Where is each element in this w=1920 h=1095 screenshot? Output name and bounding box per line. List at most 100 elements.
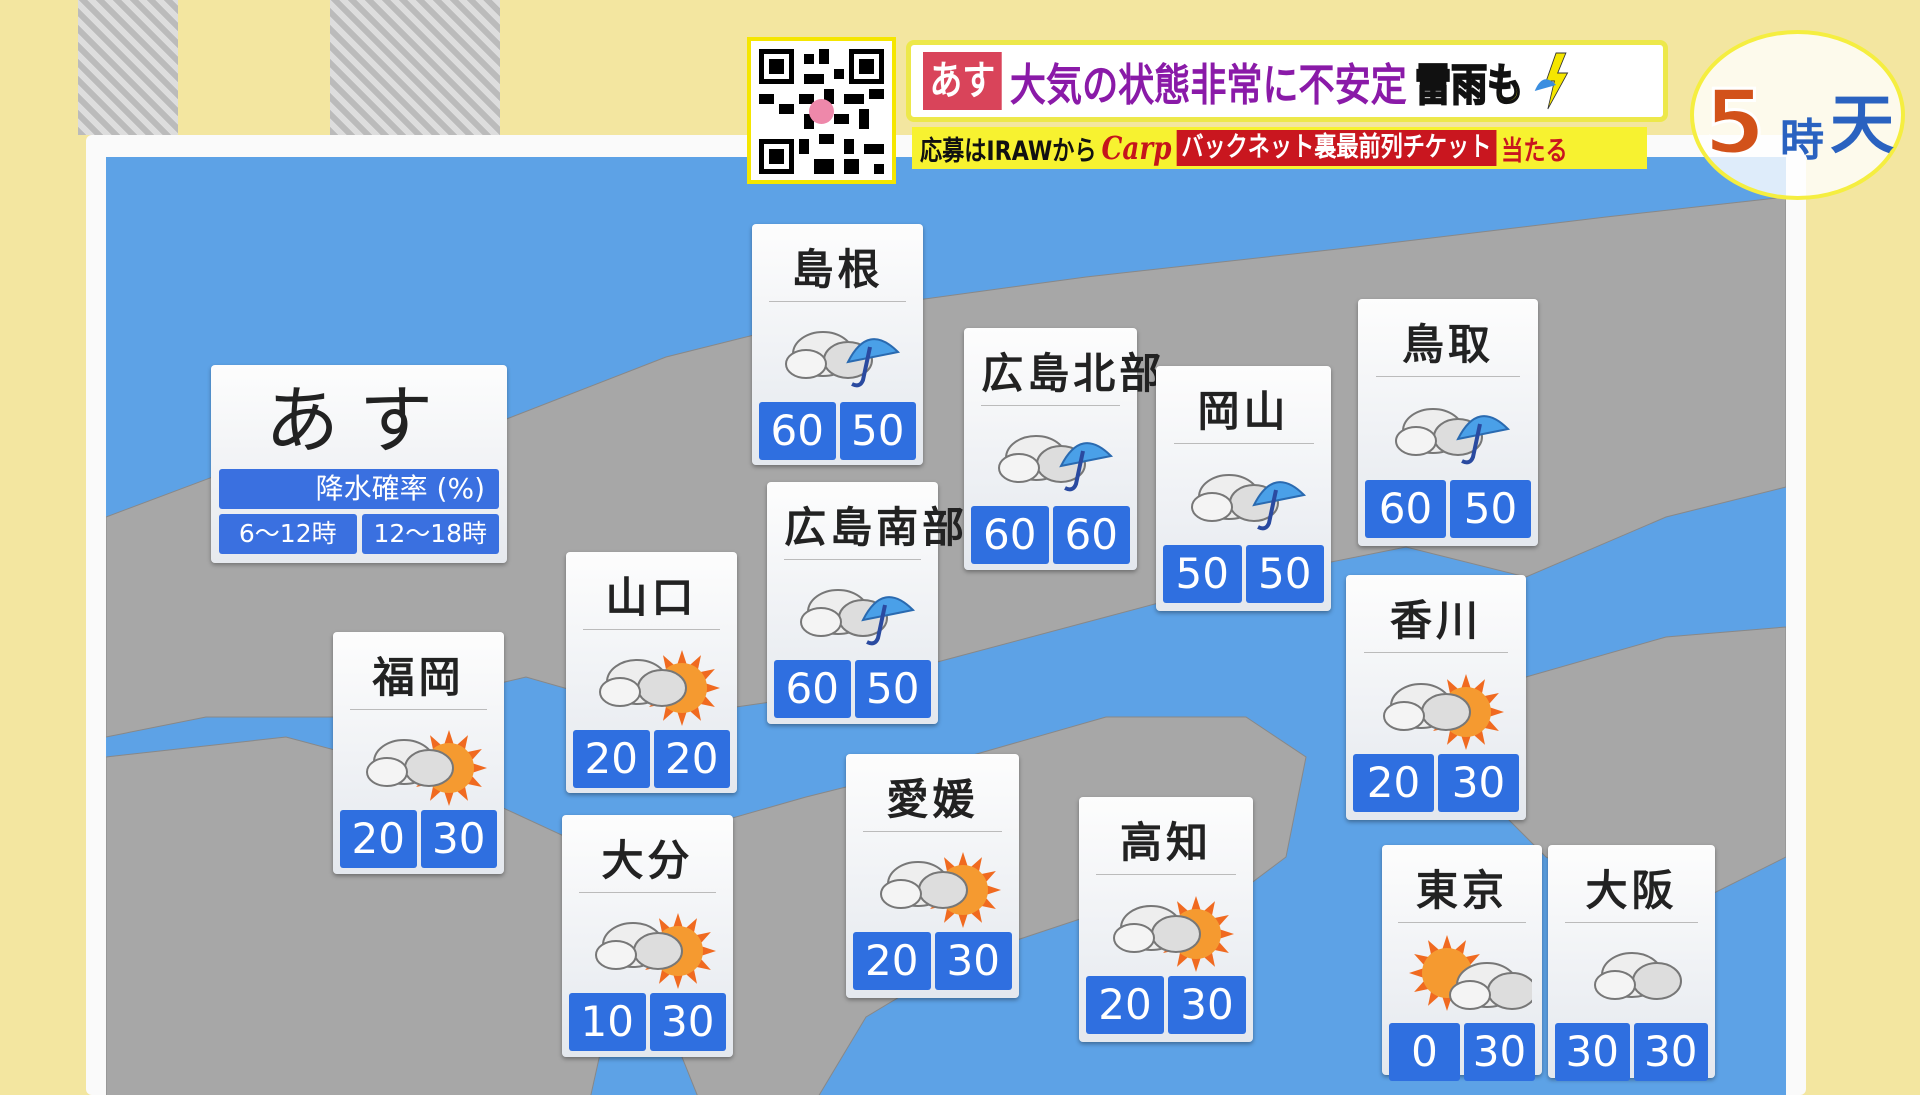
forecast-card: 鳥取 60 50	[1358, 299, 1538, 546]
region-name: 大分	[579, 827, 716, 893]
precip-morning: 20	[1353, 754, 1434, 812]
program-logo: 5 時 天	[1690, 30, 1905, 200]
headline-highlight: 雷雨も	[1414, 59, 1524, 112]
umbrella-icon	[845, 338, 900, 388]
cloud-icon	[598, 659, 687, 707]
region-name: 広島南部	[784, 494, 964, 560]
campaign-prefix: 応募はIRAWから	[920, 135, 1097, 167]
headline-text: 大気の状態非常に不安定	[1009, 60, 1407, 111]
carp-logo: Carp	[1101, 129, 1172, 167]
legend-period: 12〜18時	[361, 514, 499, 554]
cloud-sun-icon	[582, 630, 722, 730]
cloud-rain-icon	[981, 406, 1121, 506]
cloud-rain-icon	[768, 302, 908, 402]
precip-morning: 10	[569, 993, 646, 1051]
precip-morning: 20	[1086, 976, 1164, 1034]
cloud-icon	[594, 922, 683, 970]
region-name: 鳥取	[1376, 311, 1520, 377]
precip-afternoon: 30	[1464, 1023, 1535, 1081]
cloud-sun-icon	[863, 832, 1003, 932]
forecast-card: 香川 20 30	[1346, 575, 1526, 820]
cloud-icon	[784, 331, 873, 379]
region-name: 広島北部	[981, 340, 1161, 406]
logo-five: 5	[1702, 71, 1766, 174]
legend-title: あす	[265, 378, 453, 464]
precip-afternoon: 50	[1450, 480, 1531, 538]
cloud-icon	[879, 861, 968, 909]
forecast-card: 愛媛 20 30	[846, 754, 1019, 998]
precip-afternoon: 30	[649, 993, 726, 1051]
forecast-card: 福岡 20 30	[333, 632, 504, 874]
logo-ji: 時	[1780, 115, 1824, 166]
logo-ten: 天	[1830, 89, 1894, 163]
precip-afternoon: 50	[1245, 545, 1324, 603]
qr-code-image	[759, 49, 884, 174]
precip-morning: 20	[340, 810, 417, 868]
forecast-card: 島根 60 50	[752, 224, 923, 465]
cloud-icon	[365, 739, 454, 787]
cloud-icon	[1190, 473, 1279, 522]
forecast-card: 大阪 30 30	[1548, 845, 1715, 1081]
region-name: 東京	[1398, 857, 1526, 923]
region-name: 山口	[583, 564, 720, 630]
precip-afternoon: 30	[1633, 1023, 1708, 1081]
legend-period: 6〜12時	[219, 514, 357, 554]
cloud-icon	[1113, 904, 1201, 953]
cloud-icon	[799, 589, 888, 637]
cloud-icon	[1383, 682, 1471, 731]
precip-afternoon: 30	[1168, 976, 1246, 1034]
precip-afternoon: 30	[934, 932, 1012, 990]
legend-box: あす 降水確率 (%) 6〜12時 12〜18時	[211, 365, 507, 563]
precip-morning: 60	[759, 402, 836, 460]
cloud-icon	[1593, 952, 1682, 1000]
umbrella-icon	[1251, 480, 1306, 530]
thunder-umbrella-icon	[1534, 52, 1569, 110]
wall-pattern	[330, 0, 500, 135]
weather-map: あす 降水確率 (%) 6〜12時 12〜18時 島根 60 50 広島北部 60 60 岡…	[106, 157, 1786, 1095]
headline-tag: あす	[923, 52, 1002, 110]
forecast-card: 高知 20 30	[1079, 797, 1253, 1042]
region-name: 島根	[769, 236, 906, 302]
forecast-card: 広島北部 60 60	[964, 328, 1161, 570]
precip-morning: 30	[1555, 1023, 1630, 1081]
precip-afternoon: 50	[854, 660, 931, 718]
precip-morning: 60	[1365, 480, 1446, 538]
forecast-card: 山口 20 20	[566, 552, 737, 793]
precip-afternoon: 60	[1052, 506, 1130, 564]
qr-code[interactable]	[747, 37, 896, 184]
precip-afternoon: 30	[1438, 754, 1519, 812]
cloud-sun-icon	[578, 893, 718, 993]
precip-morning: 20	[573, 730, 650, 788]
umbrella-icon	[1058, 442, 1113, 492]
precip-afternoon: 30	[420, 810, 497, 868]
precip-morning: 60	[774, 660, 851, 718]
campaign-highlight: バックネット裏最前列チケット	[1176, 130, 1497, 166]
precip-morning: 20	[853, 932, 931, 990]
forecast-card: 広島南部 60 50	[767, 482, 964, 724]
region-name: 大阪	[1564, 857, 1699, 923]
precip-afternoon: 20	[653, 730, 730, 788]
region-name: 高知	[1096, 809, 1236, 875]
forecast-card: 東京 0 30	[1382, 845, 1542, 1081]
cloud-rain-icon	[1174, 444, 1314, 545]
region-name: 香川	[1364, 587, 1508, 653]
umbrella-icon	[1456, 414, 1511, 464]
region-name: 愛媛	[863, 766, 1002, 832]
forecast-card: 大分 10 30	[562, 815, 733, 1057]
forecast-card: 岡山 50 50	[1156, 366, 1331, 611]
legend-label: 降水確率 (%)	[219, 469, 499, 509]
cloud-rain-icon	[1378, 377, 1518, 480]
campaign-banner: 応募はIRAWから Carp バックネット裏最前列チケット 当たる	[912, 127, 1647, 169]
umbrella-icon	[860, 596, 915, 646]
wall-pattern	[78, 0, 178, 135]
sun-cloud-icon	[1392, 923, 1532, 1023]
headline-banner: あす 大気の状態非常に不安定 雷雨も	[906, 40, 1668, 122]
cloud-sun-icon	[349, 710, 489, 810]
precip-morning: 60	[971, 506, 1049, 564]
weather-board: あす 降水確率 (%) 6〜12時 12〜18時 島根 60 50 広島北部 60 60 岡…	[86, 135, 1806, 1095]
precip-morning: 0	[1389, 1023, 1460, 1081]
region-name: 岡山	[1173, 378, 1314, 444]
cloud-icon	[1449, 962, 1532, 1010]
precip-afternoon: 50	[839, 402, 916, 460]
region-name: 福岡	[350, 644, 487, 710]
